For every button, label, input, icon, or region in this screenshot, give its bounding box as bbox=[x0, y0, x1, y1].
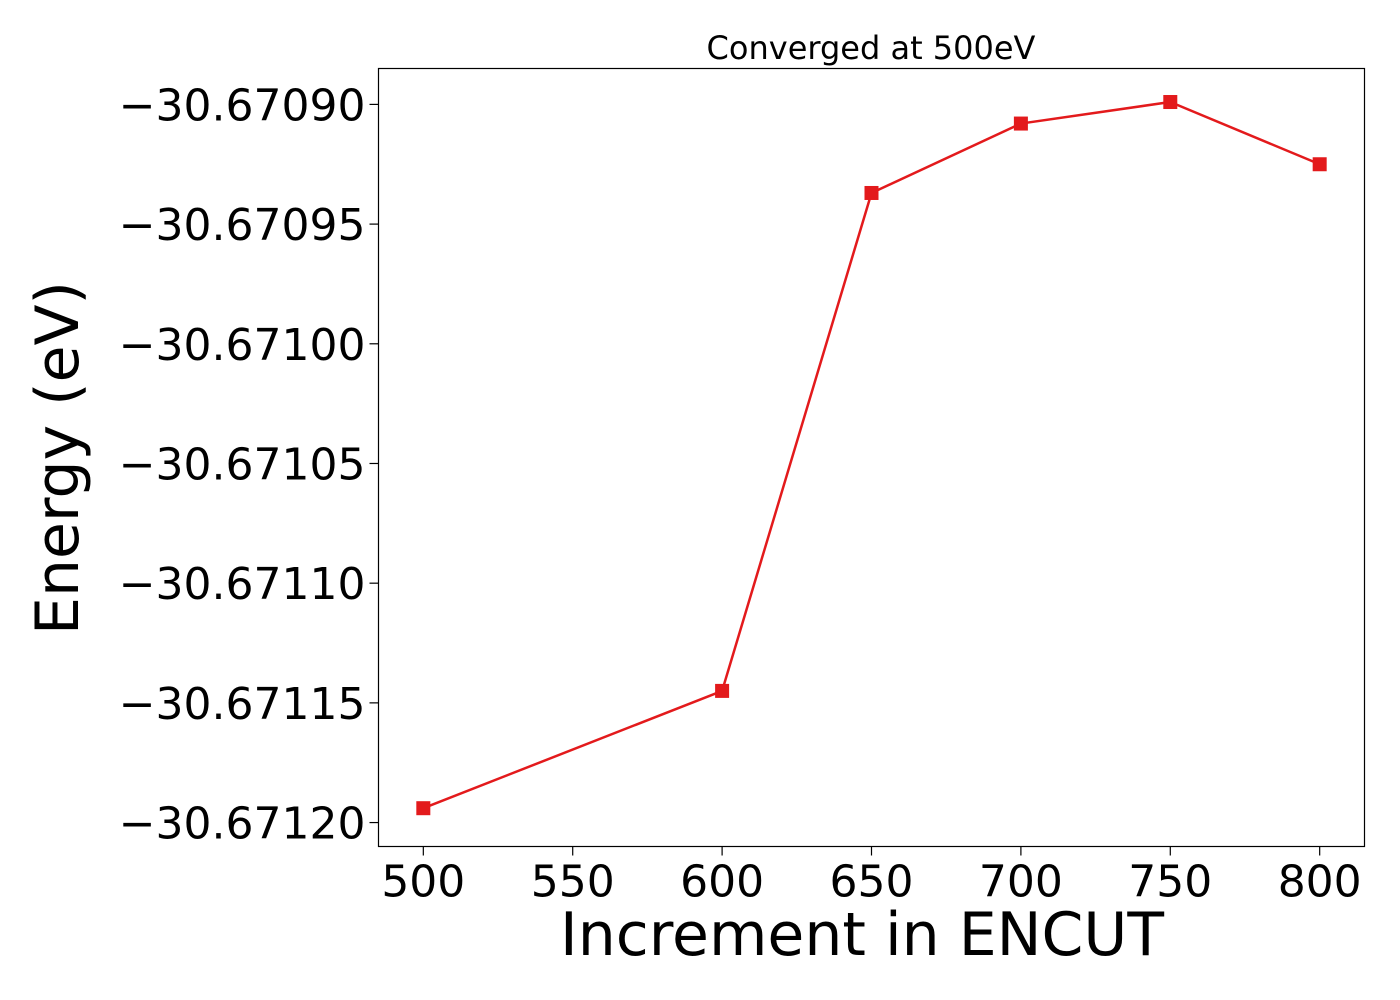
y-axis-label: Energy (eV) bbox=[23, 281, 93, 635]
x-tick-label: 650 bbox=[830, 857, 914, 908]
data-point-marker bbox=[1163, 95, 1178, 110]
y-tick-label: −30.67105 bbox=[119, 439, 366, 490]
series-points bbox=[416, 95, 1327, 816]
x-axis-ticks: 500 550 600 650 700 750 800 bbox=[381, 846, 1362, 908]
y-axis-ticks: −30.67090 −30.67095 −30.67100 −30.67105 −30.… bbox=[119, 80, 379, 850]
x-tick-label: 800 bbox=[1278, 857, 1362, 908]
y-tick-label: −30.67115 bbox=[119, 679, 366, 730]
y-tick-label: −30.67090 bbox=[119, 80, 366, 131]
plot-area-frame bbox=[377, 67, 1366, 848]
data-point-marker bbox=[864, 185, 879, 200]
data-point-marker bbox=[1312, 157, 1327, 172]
y-tick-label: −30.67095 bbox=[119, 200, 366, 251]
chart-title: Converged at 500eV bbox=[707, 29, 1036, 67]
x-tick-label: 750 bbox=[1128, 857, 1212, 908]
x-tick-label: 550 bbox=[531, 857, 615, 908]
x-tick-label: 700 bbox=[979, 857, 1063, 908]
y-tick-label: −30.67120 bbox=[119, 799, 366, 850]
data-point-marker bbox=[715, 683, 730, 698]
x-tick-label: 600 bbox=[680, 857, 764, 908]
y-tick-label: −30.67110 bbox=[119, 559, 366, 610]
x-tick-label: 500 bbox=[381, 857, 465, 908]
y-tick-label: −30.67100 bbox=[119, 320, 366, 371]
x-axis-label: Increment in ENCUT bbox=[560, 900, 1164, 970]
data-point-marker bbox=[416, 801, 431, 816]
data-point-marker bbox=[1013, 116, 1028, 131]
series-line bbox=[422, 100, 1321, 810]
